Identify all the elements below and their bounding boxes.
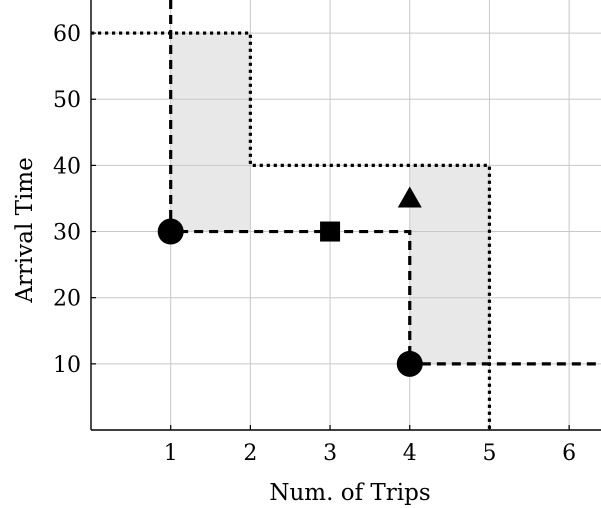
- x-tick-label-5: 5: [482, 441, 496, 466]
- x-tick-label-4: 4: [403, 441, 417, 466]
- point-circle-1: [157, 218, 184, 245]
- tick-labels: 1 2 3 4 5 6 10 20 30 40 50 60: [53, 22, 576, 466]
- y-tick-label-10: 10: [53, 353, 81, 378]
- point-square-3: [320, 221, 341, 242]
- x-tick-label-6: 6: [562, 441, 576, 466]
- x-axis-title: Num. of Trips: [269, 480, 430, 506]
- point-circle-2: [396, 350, 423, 377]
- dashed-frontier-line: [169, 0, 601, 366]
- x-tick-label-2: 2: [243, 441, 257, 466]
- y-tick-label-30: 30: [53, 221, 81, 246]
- shaded-region-2: [409, 165, 490, 364]
- y-tick-label-40: 40: [53, 154, 81, 179]
- frontier-lines: [91, 0, 601, 430]
- point-triangle-4: [397, 186, 422, 208]
- x-tick-label-3: 3: [323, 441, 337, 466]
- y-tick-label-20: 20: [53, 287, 81, 312]
- x-tick-label-1: 1: [164, 441, 178, 466]
- grid: [91, 0, 601, 430]
- y-tick-label-50: 50: [53, 88, 81, 113]
- shaded-region-1: [170, 33, 251, 232]
- axes: [90, 0, 601, 431]
- dotted-frontier-line: [91, 31, 492, 430]
- y-axis-title: Arrival Time: [12, 157, 38, 303]
- y-tick-label-60: 60: [53, 22, 81, 47]
- shaded-regions: [170, 33, 490, 364]
- data-markers: [157, 186, 423, 377]
